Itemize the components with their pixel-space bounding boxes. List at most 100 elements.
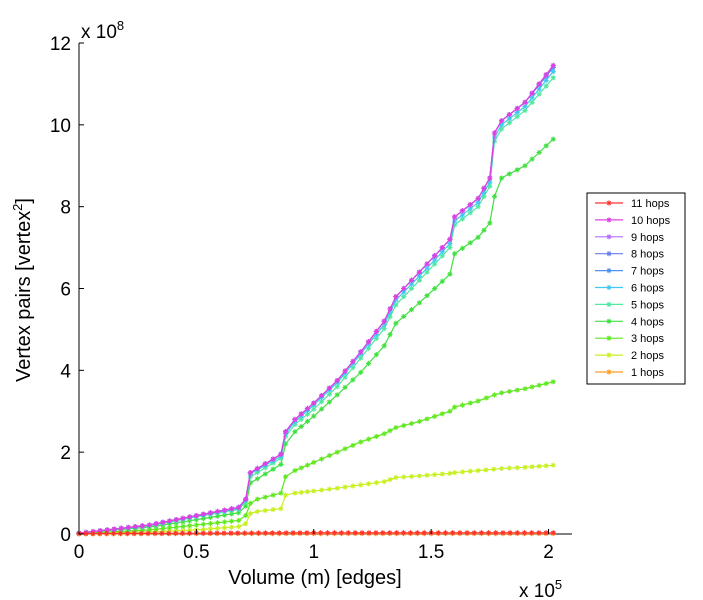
series-marker xyxy=(270,456,276,462)
series-marker xyxy=(506,388,512,395)
series-marker xyxy=(408,285,415,292)
series-marker xyxy=(514,109,520,116)
series-6-hops xyxy=(76,69,556,536)
series-marker xyxy=(483,395,489,401)
series-marker xyxy=(447,244,453,251)
series-marker xyxy=(475,398,481,404)
series-marker xyxy=(401,474,407,480)
legend-item: 6 hops xyxy=(595,283,665,295)
series-marker xyxy=(522,107,528,114)
series-marker xyxy=(118,525,124,531)
series-marker xyxy=(146,527,153,533)
series-marker xyxy=(498,390,505,396)
series-layer xyxy=(76,62,556,537)
series-marker xyxy=(243,512,249,519)
series-marker xyxy=(550,75,556,81)
series-marker xyxy=(424,261,430,267)
series-marker xyxy=(506,112,512,118)
series-marker xyxy=(342,446,348,452)
series-marker xyxy=(459,469,466,475)
series-marker xyxy=(270,466,276,472)
series-marker xyxy=(358,482,364,488)
series-marker xyxy=(408,307,415,313)
series-marker xyxy=(439,278,445,284)
series-marker xyxy=(187,514,193,520)
series-marker xyxy=(207,526,214,532)
series-marker xyxy=(373,433,379,440)
series-marker xyxy=(298,416,304,422)
series-marker xyxy=(124,530,130,537)
series-marker xyxy=(550,136,556,142)
series-marker xyxy=(166,530,172,536)
series-marker xyxy=(536,86,542,92)
series-marker xyxy=(83,530,89,537)
series-marker xyxy=(180,523,186,530)
series-marker xyxy=(522,103,528,110)
series-marker xyxy=(173,528,179,534)
series-marker xyxy=(506,465,512,471)
series-marker xyxy=(173,517,179,523)
series-marker xyxy=(522,386,528,392)
series-marker xyxy=(298,465,304,471)
series-marker xyxy=(373,480,379,486)
series-marker xyxy=(153,521,159,527)
series-marker xyxy=(514,114,520,120)
series-marker xyxy=(506,171,512,177)
series-marker xyxy=(475,204,481,210)
series-marker xyxy=(416,273,423,279)
series-marker xyxy=(292,429,298,435)
series-marker xyxy=(326,385,333,391)
series-marker xyxy=(439,249,445,255)
series-marker xyxy=(606,284,612,291)
series-marker xyxy=(358,369,364,375)
series-marker xyxy=(373,352,379,358)
y-tick-label: 10 xyxy=(50,116,71,137)
series-marker xyxy=(450,530,456,536)
series-marker xyxy=(387,331,393,338)
series-line xyxy=(78,138,554,534)
series-marker xyxy=(236,524,242,530)
series-marker xyxy=(350,483,356,489)
series-marker xyxy=(387,314,393,320)
series-marker xyxy=(214,520,221,526)
series-marker xyxy=(373,328,379,335)
series-marker xyxy=(145,530,151,536)
series-marker xyxy=(214,530,220,536)
series-marker xyxy=(334,449,340,455)
series-10-hops xyxy=(76,62,556,536)
series-marker xyxy=(166,525,173,531)
series-marker xyxy=(318,406,325,412)
series-marker xyxy=(358,355,364,361)
series-marker xyxy=(160,525,166,532)
series-marker xyxy=(338,530,344,536)
series-marker xyxy=(475,234,481,240)
series-marker xyxy=(475,195,481,202)
series-marker xyxy=(606,217,612,223)
series-marker xyxy=(326,391,333,397)
series-marker xyxy=(247,480,253,486)
legend-label: 9 hops xyxy=(631,232,665,244)
series-marker xyxy=(97,528,103,534)
legend: 11 hops 10 hops 9 hops 8 hops 7 hops 6 hops 5 … xyxy=(586,192,686,385)
series-marker xyxy=(221,519,228,525)
series-marker xyxy=(254,465,261,472)
series-marker xyxy=(606,251,612,257)
series-marker xyxy=(334,384,340,390)
series-marker xyxy=(228,530,234,536)
x-tick-label: 1 xyxy=(308,542,319,563)
series-marker xyxy=(439,244,445,251)
series-marker xyxy=(393,294,399,300)
series-marker xyxy=(514,530,520,536)
series-line xyxy=(78,464,554,535)
series-marker xyxy=(467,202,473,208)
series-marker xyxy=(146,522,153,528)
series-marker xyxy=(200,515,207,522)
series-marker xyxy=(326,452,333,459)
series-marker xyxy=(498,126,505,132)
series-marker xyxy=(481,189,487,195)
series-marker xyxy=(408,281,415,287)
series-marker xyxy=(132,524,138,530)
x-multiplier: x 105 xyxy=(519,577,562,600)
y-axis-label: Vertex pairs [vertex2] xyxy=(10,198,35,382)
series-marker xyxy=(387,530,393,536)
